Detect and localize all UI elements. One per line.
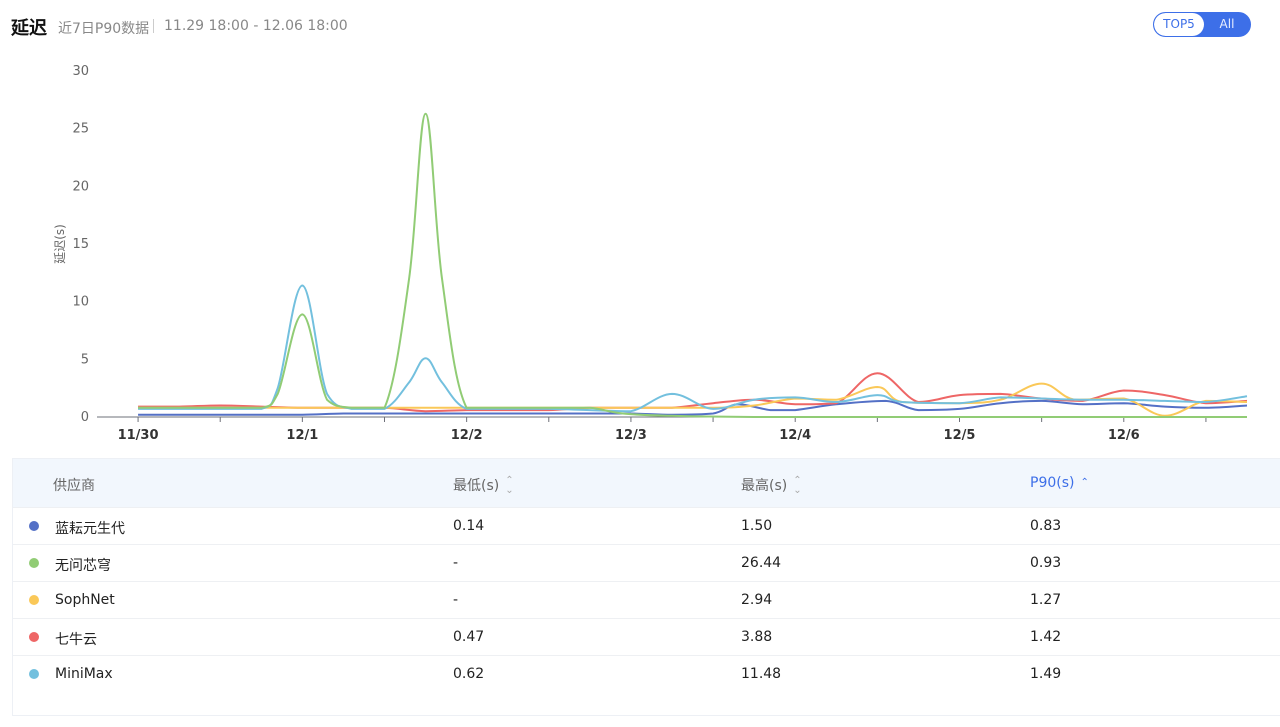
table-row: 无问芯穹 - 26.44 0.93	[13, 544, 1280, 581]
provider-table: 供应商 最低(s) ⌃ ⌄ 最高(s) ⌃ ⌄ P90(s) ⌃ 蓝耘元生代 0.14 1.5…	[12, 458, 1280, 716]
min-value: -	[453, 555, 459, 571]
x-tick-label: 12/1	[286, 428, 318, 443]
x-tick-label: 12/5	[944, 428, 976, 443]
max-value: 26.44	[741, 555, 782, 571]
max-value: 11.48	[741, 666, 782, 682]
provider-name: 蓝耘元生代	[55, 521, 125, 537]
date-range: 11.29 18:00 - 12.06 18:00	[164, 18, 348, 34]
series-color-dot	[29, 595, 39, 605]
table-row: 蓝耘元生代 0.14 1.50 0.83	[13, 507, 1280, 544]
table-row: MiniMax 0.62 11.48 1.49	[13, 655, 1280, 692]
series-color-dot	[29, 521, 39, 531]
page-subtitle: 近7日P90数据	[58, 21, 150, 37]
toggle-all[interactable]: All	[1219, 17, 1235, 31]
sort-icon[interactable]: ⌃ ⌄	[793, 475, 802, 496]
provider-name: 无问芯穹	[55, 558, 111, 574]
p90-value: 0.83	[1030, 518, 1062, 534]
latency-chart: 0 5 10 15 20 25 30 延迟(s) 11/30 12/1 12/2 12/3 12/4 12…	[53, 64, 1248, 443]
x-tick-label: 11/30	[118, 428, 159, 443]
table-row: 七牛云 0.47 3.88 1.42	[13, 618, 1280, 655]
col-p90[interactable]: P90(s) ⌃	[1030, 475, 1089, 491]
series-line-2	[138, 112, 1247, 419]
provider-name: 七牛云	[55, 632, 97, 648]
p90-value: 1.42	[1030, 629, 1062, 645]
y-tick-label: 0	[81, 410, 89, 425]
p90-value: 1.27	[1030, 592, 1062, 608]
toggle-top5[interactable]: TOP5	[1154, 13, 1204, 36]
y-tick-label: 25	[72, 122, 89, 137]
p90-value: 1.49	[1030, 666, 1062, 682]
y-tick-label: 30	[72, 64, 89, 79]
p90-value: 0.93	[1030, 555, 1062, 571]
series-color-dot	[29, 558, 39, 568]
x-tick-label: 12/3	[615, 428, 647, 443]
max-value: 2.94	[741, 592, 773, 608]
sort-asc-icon[interactable]: ⌃	[1080, 477, 1089, 488]
series-color-dot	[29, 632, 39, 642]
col-max[interactable]: 最高(s) ⌃ ⌄	[741, 475, 802, 496]
y-tick-label: 20	[72, 179, 89, 194]
sort-icon[interactable]: ⌃ ⌄	[505, 475, 514, 496]
scope-toggle[interactable]: TOP5 All	[1153, 12, 1251, 37]
series-line-4	[138, 372, 1248, 413]
series-line-1	[138, 399, 1248, 416]
x-tick-label: 12/2	[451, 428, 483, 443]
col-min[interactable]: 最低(s) ⌃ ⌄	[453, 475, 514, 496]
y-axis-label: 延迟(s)	[53, 224, 67, 264]
max-value: 1.50	[741, 518, 773, 534]
x-tick-label: 12/6	[1108, 428, 1140, 443]
table-header: 供应商 最低(s) ⌃ ⌄ 最高(s) ⌃ ⌄ P90(s) ⌃	[13, 459, 1280, 507]
header: 延迟 近7日P90数据 11.29 18:00 - 12.06 18:00 TO…	[0, 0, 1280, 52]
y-tick-label: 10	[72, 295, 89, 310]
series-line-5	[138, 284, 1248, 413]
col-p90-label: P90(s)	[1030, 475, 1075, 491]
max-value: 3.88	[741, 629, 773, 645]
col-min-label: 最低(s)	[453, 478, 500, 494]
min-value: -	[453, 592, 459, 608]
header-divider	[153, 19, 154, 33]
table-row: SophNet - 2.94 1.27	[13, 581, 1280, 618]
col-provider: 供应商	[53, 478, 95, 494]
y-tick-label: 5	[81, 352, 89, 367]
x-tick-label: 12/4	[779, 428, 811, 443]
page-title: 延迟	[11, 18, 47, 39]
provider-name: MiniMax	[55, 666, 113, 682]
provider-name: SophNet	[55, 592, 115, 608]
col-max-label: 最高(s)	[741, 478, 788, 494]
y-tick-label: 15	[72, 237, 89, 252]
min-value: 0.47	[453, 629, 485, 645]
series-color-dot	[29, 669, 39, 679]
min-value: 0.14	[453, 518, 485, 534]
min-value: 0.62	[453, 666, 485, 682]
